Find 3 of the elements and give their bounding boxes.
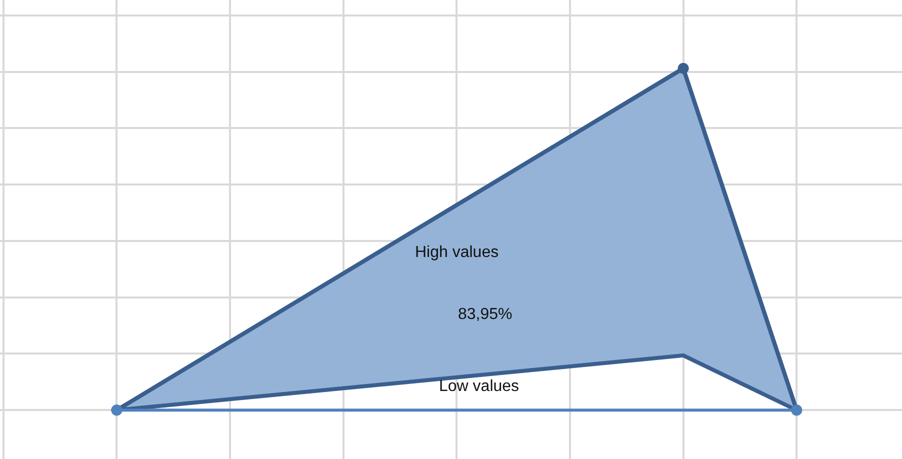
annotation: 83,95% — [458, 306, 512, 323]
annotation: High values — [415, 244, 499, 261]
annotation: Low values — [439, 378, 520, 395]
